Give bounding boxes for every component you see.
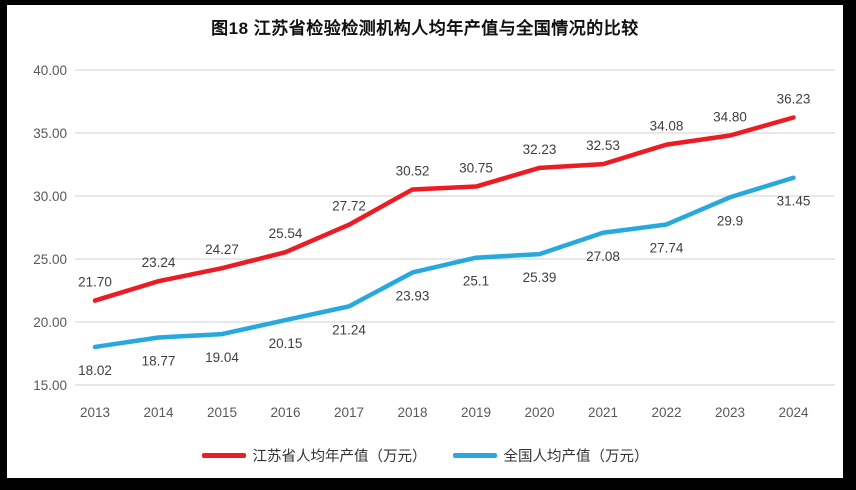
legend-label-national: 全国人均产值（万元） [503,449,649,465]
x-tick-label: 2017 [334,405,364,420]
x-tick-label: 2019 [461,405,491,420]
data-label: 31.45 [777,194,811,209]
data-label: 36.23 [777,92,811,107]
x-tick-label: 2016 [270,405,300,420]
chart-slide: 图18 江苏省检验检测机构人均年产值与全国情况的比较 15.00 20.00 25.… [7,5,843,478]
y-tick-label: 35.00 [33,126,67,141]
data-label: 25.39 [523,270,557,285]
y-tick-label: 25.00 [33,252,67,267]
x-tick-label: 2022 [651,405,681,420]
data-label: 21.24 [332,322,366,337]
line-chart: 15.00 20.00 25.00 30.00 35.00 40.00 2013 2014 20… [33,63,835,420]
data-label: 27.08 [586,249,620,264]
x-tick-label: 2013 [80,405,110,420]
y-tick-label: 15.00 [33,378,67,393]
x-tick-label: 2020 [524,405,554,420]
y-tick-label: 30.00 [33,189,67,204]
data-label: 32.53 [586,138,620,153]
y-tick-label: 20.00 [33,315,67,330]
legend-line-swatch-blue [452,453,497,458]
x-tick-label: 2014 [143,405,174,420]
data-label: 19.04 [205,350,239,365]
data-label: 24.27 [205,242,239,257]
data-label: 25.54 [269,226,303,241]
legend-item-jiangsu: 江苏省人均年产值（万元） [201,445,427,466]
data-label: 23.93 [396,288,430,303]
data-label: 25.1 [463,274,489,289]
x-tick-label: 2018 [397,405,427,420]
x-tick-label: 2015 [207,405,237,420]
legend-item-national: 全国人均产值（万元） [452,445,649,466]
y-tick-label: 40.00 [33,63,67,78]
series-line-0 [92,115,796,303]
data-label: 34.80 [713,110,747,125]
x-tick-label: 2024 [778,405,809,420]
data-label: 32.23 [523,142,557,157]
data-label: 30.75 [459,161,493,176]
data-label: 29.9 [717,213,743,228]
x-tick-label: 2023 [715,405,745,420]
data-label: 23.24 [142,255,176,270]
data-label: 34.08 [650,119,684,134]
data-label: 21.70 [78,275,112,290]
data-label: 18.02 [78,363,112,378]
chart-legend: 江苏省人均年产值（万元） 全国人均产值（万元） [7,445,843,466]
series-line-1 [92,175,796,350]
legend-line-swatch-red [201,453,246,458]
data-label: 27.72 [332,199,366,214]
data-label: 27.74 [650,240,684,255]
chart-title: 图18 江苏省检验检测机构人均年产值与全国情况的比较 [211,19,639,38]
data-label: 18.77 [142,353,176,368]
legend-label-jiangsu: 江苏省人均年产值（万元） [252,449,427,465]
x-tick-label: 2021 [588,405,618,420]
data-label: 20.15 [269,336,303,351]
data-label: 30.52 [396,163,430,178]
